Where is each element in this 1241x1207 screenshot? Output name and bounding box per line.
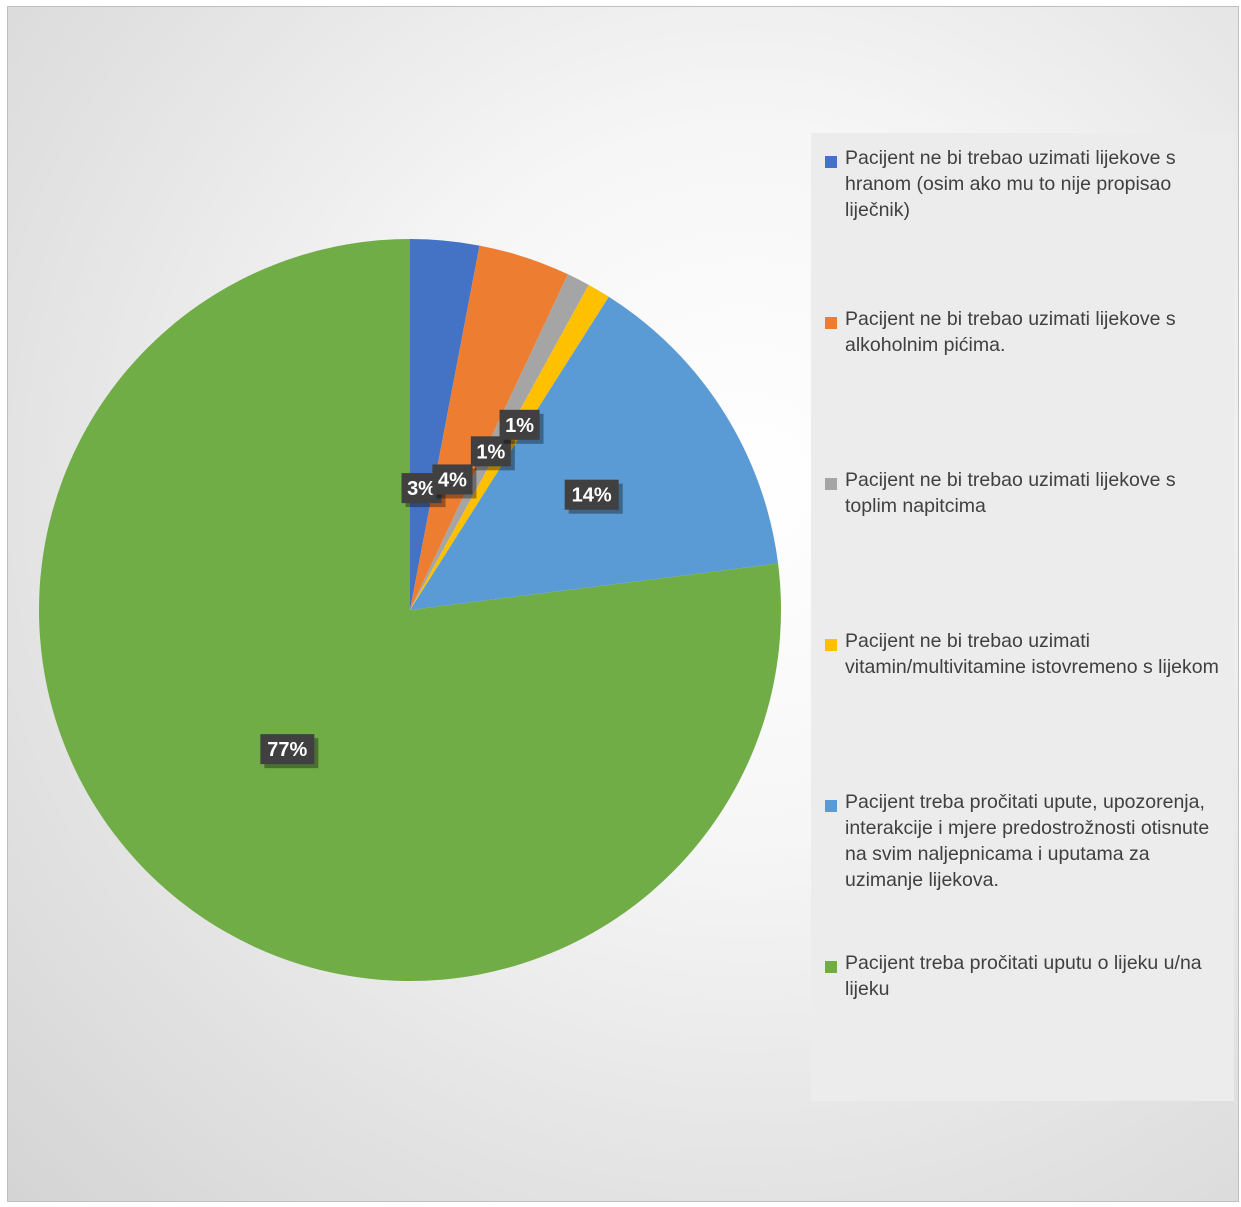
data-labels: 3% 4% 1%1% 14% 77% <box>260 409 623 769</box>
pie-chart: 3% 4% 1%1% 14% 77% <box>38 239 781 981</box>
data-label-box <box>564 479 619 510</box>
legend-swatch <box>825 800 837 812</box>
legend-label: Pacijent ne bi trebao uzimati vitamin/mu… <box>845 630 1219 678</box>
pie-slice <box>38 239 781 981</box>
legend-label: Pacijent treba pročitati upute, upozoren… <box>845 791 1210 891</box>
data-label-box <box>260 734 315 765</box>
data-label-box <box>499 409 540 440</box>
data-label-text: 1% <box>476 441 505 463</box>
chart-area: 3% 4% 1% 1% 14% 77% Pacijent ne bi trebao uzi… <box>7 6 1239 1202</box>
data-label-text: 3% <box>407 478 436 500</box>
legend-label: Pacijent ne bi trebao uzimati lijekove s… <box>845 147 1176 221</box>
data-label: 4% <box>432 464 477 499</box>
legend: Pacijent ne bi trebao uzimati lijekove s… <box>811 133 1234 1101</box>
legend-swatch <box>825 639 837 651</box>
data-label-box <box>470 436 511 467</box>
legend-swatch <box>825 317 837 329</box>
data-label: 1% <box>470 436 515 471</box>
legend-swatch <box>825 478 837 490</box>
legend-label: Pacijent ne bi trebao uzimati lijekove s… <box>845 469 1176 517</box>
pie-slice <box>410 245 568 611</box>
data-label-text: 77% <box>267 739 307 761</box>
data-label-text: 14% <box>572 485 612 507</box>
legend-swatch <box>825 156 837 168</box>
legend-label: Pacijent treba pročitati uputu o lijeku … <box>845 952 1202 1000</box>
legend-swatch <box>825 961 837 973</box>
pie-slices <box>38 239 781 981</box>
data-label: 1% <box>499 409 544 444</box>
legend-label: Pacijent ne bi trebao uzimati lijekove s… <box>845 308 1176 356</box>
data-label-text: 1% <box>505 415 534 437</box>
data-label: 77% <box>260 734 319 769</box>
pie-slice <box>410 296 779 610</box>
data-label: 14% <box>564 479 623 514</box>
data-label-text: 4% <box>438 469 467 491</box>
pie-slice <box>410 239 480 610</box>
data-label-box <box>432 464 473 495</box>
